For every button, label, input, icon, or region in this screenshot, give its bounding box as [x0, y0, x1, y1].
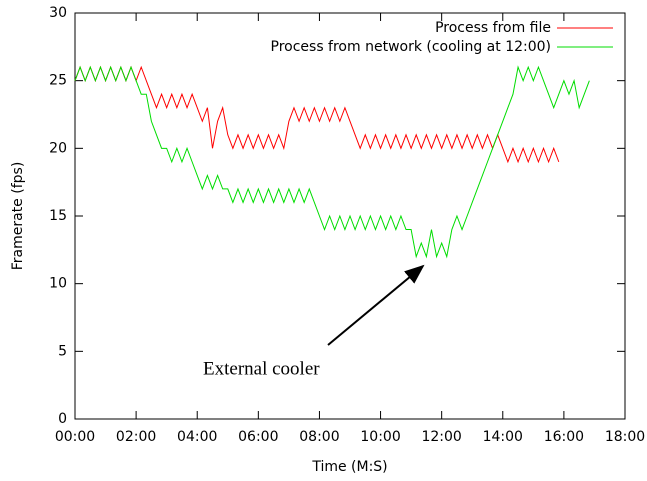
annotation-arrow: [327, 264, 425, 346]
y-tick-label: 0: [58, 411, 67, 427]
x-tick-label: 06:00: [238, 429, 278, 445]
y-tick-label: 5: [58, 343, 67, 359]
x-tick-label: 02:00: [116, 429, 156, 445]
x-tick-label: 18:00: [605, 429, 645, 445]
x-axis-label: Time (M:S): [311, 459, 387, 475]
x-tick-label: 00:00: [55, 429, 95, 445]
x-tick-label: 08:00: [299, 429, 339, 445]
x-tick-label: 14:00: [483, 429, 523, 445]
series-line: [74, 65, 590, 259]
series-line: [74, 65, 560, 164]
y-tick-label: 30: [49, 5, 67, 21]
x-tick-label: 04:00: [177, 429, 217, 445]
y-axis-label: Framerate (fps): [10, 162, 26, 271]
y-tick-label: 20: [49, 140, 67, 156]
y-tick-label: 15: [49, 208, 67, 224]
legend-label: Process from file: [435, 20, 551, 36]
annotation: External cooler: [203, 358, 320, 379]
y-tick-label: 10: [49, 276, 67, 292]
y-tick-label: 25: [49, 73, 67, 89]
x-tick-label: 12:00: [421, 429, 461, 445]
x-tick-label: 10:00: [360, 429, 400, 445]
legend-label: Process from network (cooling at 12:00): [271, 39, 552, 55]
x-tick-label: 16:00: [544, 429, 584, 445]
